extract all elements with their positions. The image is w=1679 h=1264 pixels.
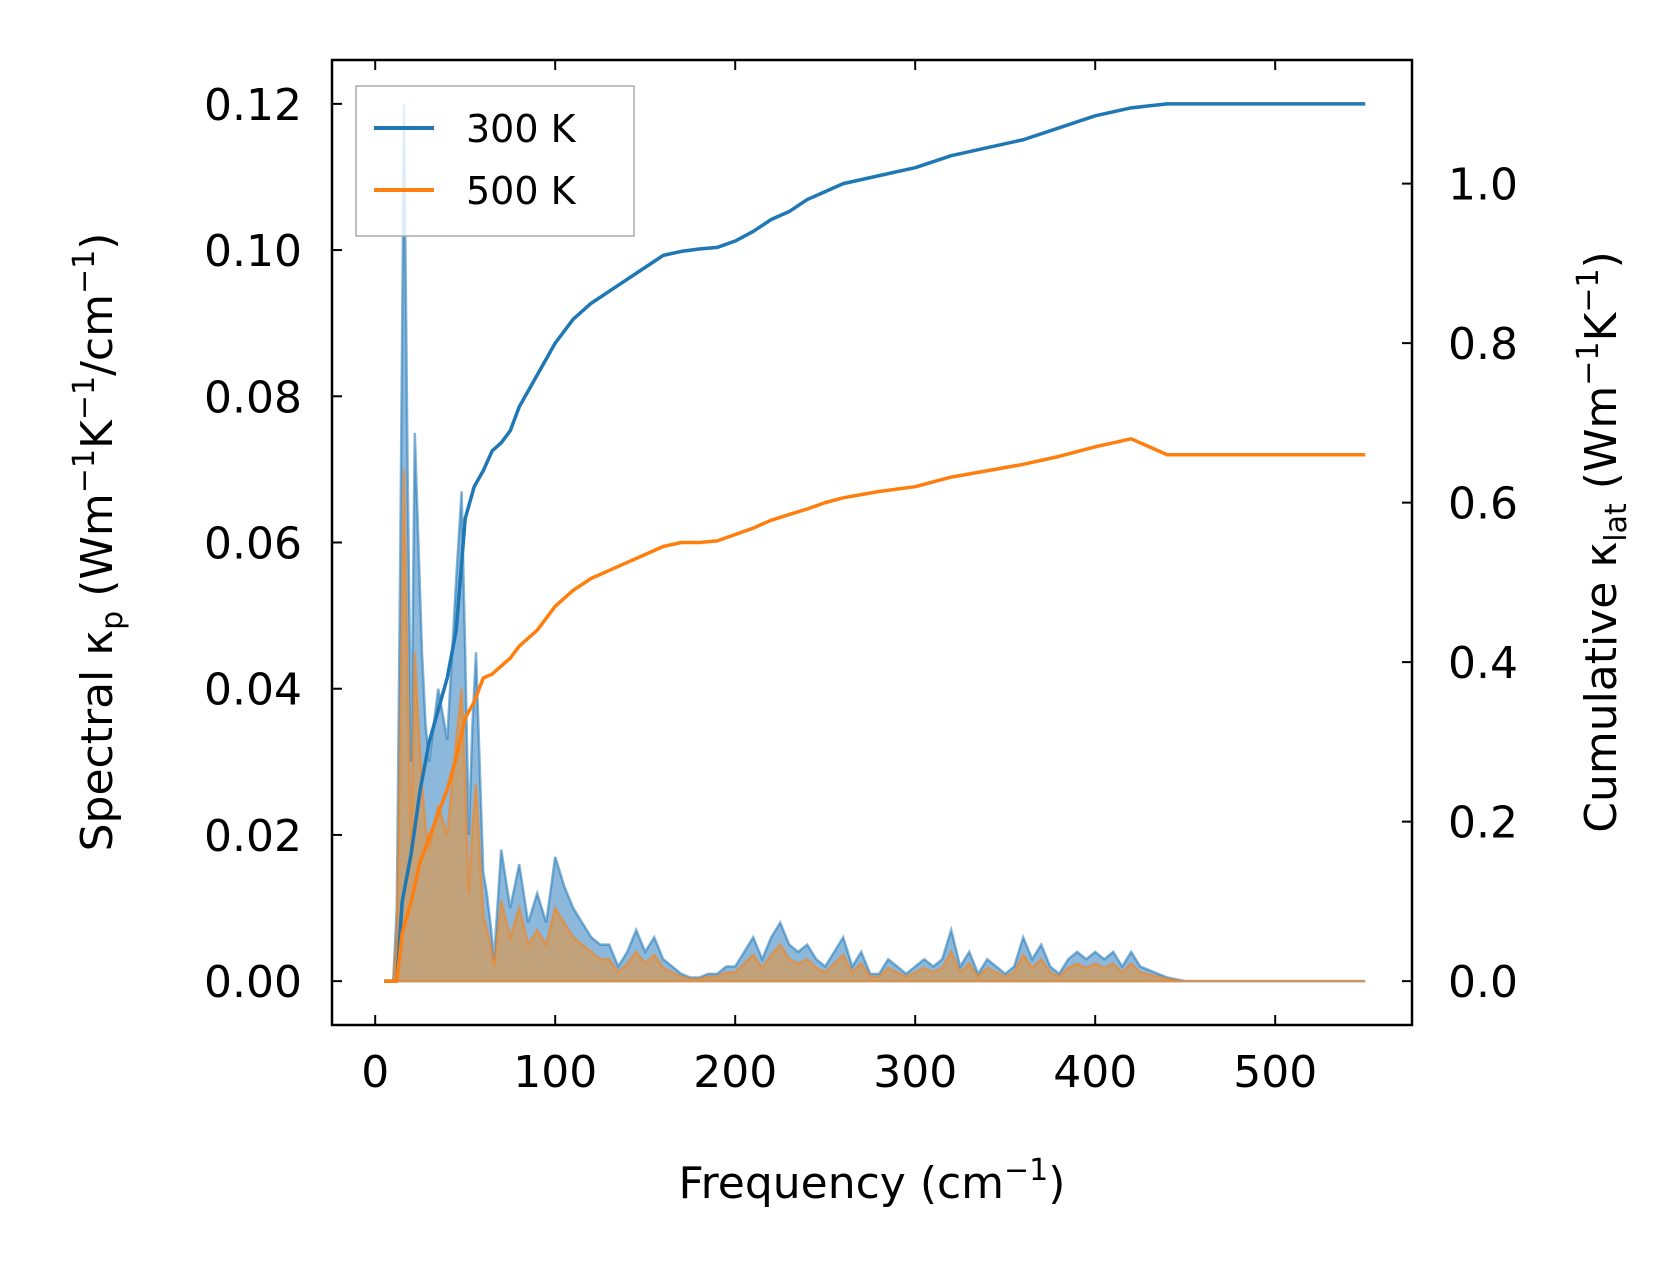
- spectral-area-500k: [384, 469, 1366, 983]
- y-right-title-p3: K: [1576, 311, 1627, 341]
- cumulative-line-300k: [384, 102, 1366, 983]
- cumulative-line-500k: [384, 437, 1366, 983]
- spectral-fills: [384, 103, 1366, 983]
- x-axis-title-sup: −1: [1004, 1153, 1048, 1188]
- y-right-title-sup2: −1: [1571, 268, 1606, 312]
- y-right-tick-label: 1.0: [1448, 160, 1518, 211]
- y-right-tick-label: 0.4: [1448, 638, 1518, 689]
- y-left-tick-label: 0.06: [204, 519, 302, 570]
- legend-label-500k: 500 K: [466, 169, 577, 213]
- y-right-tick-label: 0.8: [1448, 319, 1518, 370]
- y-left-title-p2: (Wm: [72, 493, 123, 611]
- y-left-tick-label: 0.10: [204, 226, 302, 277]
- y-left-title-p3: K: [72, 419, 123, 449]
- y-right-tick-label: 0.2: [1448, 798, 1518, 849]
- y-left-title-p4: /cm: [72, 294, 123, 376]
- axis-ticks: [332, 60, 1412, 1025]
- y-right-tick-label: 0.0: [1448, 957, 1518, 1008]
- legend-label-300k: 300 K: [466, 107, 577, 151]
- y-left-title-sup2: −1: [67, 376, 102, 420]
- x-tick-label: 100: [513, 1047, 597, 1098]
- y-left-title-sup1: −1: [67, 449, 102, 493]
- x-tick-label: 200: [693, 1047, 777, 1098]
- y-left-tick-label: 0.02: [204, 811, 302, 862]
- y-left-title-p1: Spectral κ: [72, 630, 123, 852]
- x-tick-label: 400: [1053, 1047, 1137, 1098]
- x-axis-title-main: Frequency (cm: [679, 1158, 1005, 1209]
- y-right-title-p4: ): [1576, 251, 1627, 268]
- x-axis-title-close: ): [1048, 1158, 1065, 1209]
- y-left-tick-label: 0.00: [204, 957, 302, 1008]
- y-left-tick-label: 0.04: [204, 665, 302, 716]
- axis-tick-labels: 0 100 200 300 400 500 0.00 0.02 0.04 0.06 0.08 0.10…: [204, 80, 1518, 1098]
- x-tick-label: 0: [361, 1047, 389, 1098]
- legend-box: [355, 85, 635, 237]
- y-right-axis-title: Cumulative κlat (Wm−1K−1): [1571, 251, 1634, 833]
- y-right-title-p1: Cumulative κ: [1576, 542, 1627, 833]
- y-left-title-sup3: −1: [67, 250, 102, 294]
- cumulative-lines: [384, 102, 1366, 983]
- y-left-tick-label: 0.12: [204, 80, 302, 131]
- x-tick-label: 500: [1233, 1047, 1317, 1098]
- legend: 300 K 500 K: [355, 85, 635, 237]
- x-tick-label: 300: [873, 1047, 957, 1098]
- y-left-title-sub: p: [95, 611, 130, 630]
- x-axis-title: Frequency (cm−1): [679, 1153, 1066, 1209]
- y-left-tick-label: 0.08: [204, 372, 302, 423]
- y-right-tick-label: 0.6: [1448, 479, 1518, 530]
- y-left-axis-title: Spectral κp (Wm−1K−1/cm−1): [67, 233, 130, 852]
- y-right-title-p2: (Wm: [1576, 386, 1627, 504]
- y-left-title-p5: ): [72, 233, 123, 250]
- y-right-title-sup1: −1: [1571, 341, 1606, 385]
- y-right-title-sub: lat: [1599, 503, 1634, 542]
